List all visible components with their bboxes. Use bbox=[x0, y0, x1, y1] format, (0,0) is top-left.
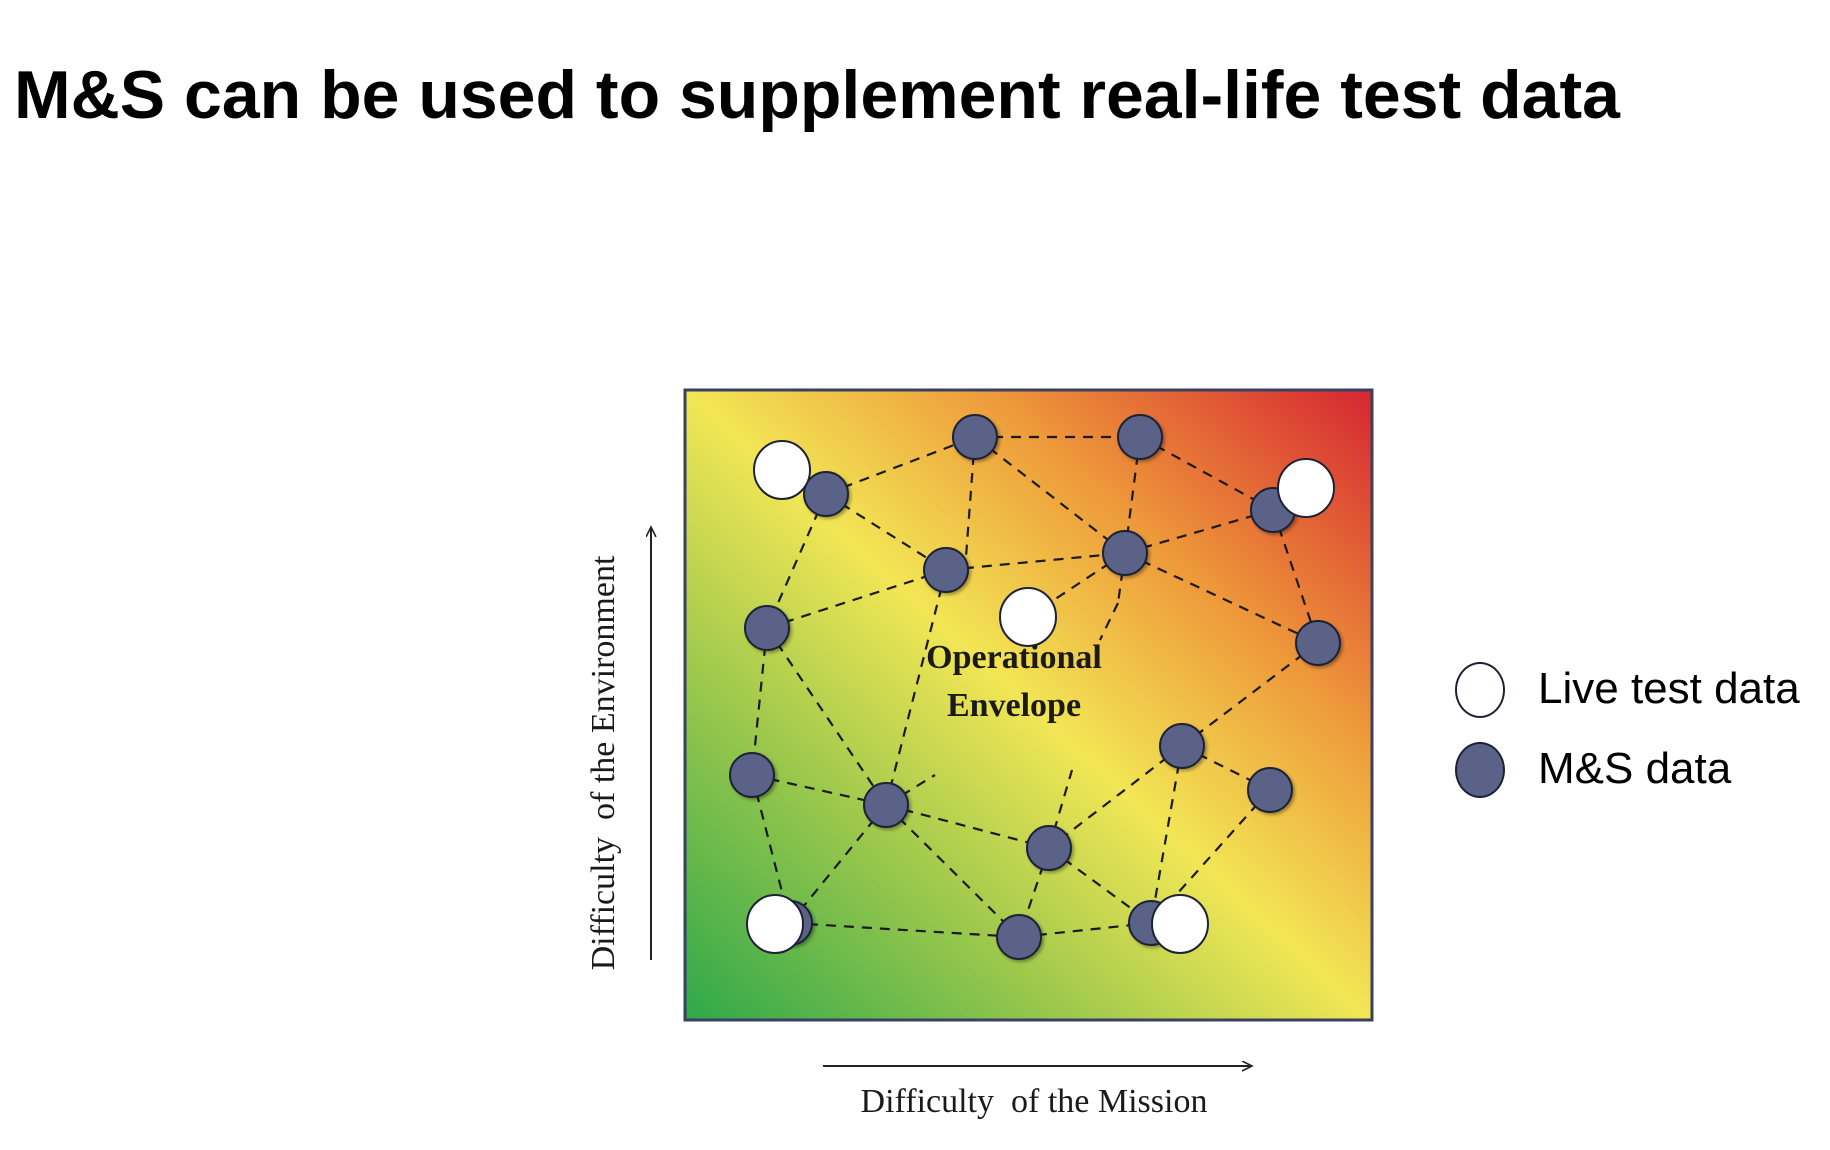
live-test-node bbox=[753, 440, 811, 500]
slide-title: M&S can be used to supplement real-life … bbox=[14, 57, 1620, 133]
ms-data-node bbox=[1102, 530, 1148, 576]
center-label-line1: Operational bbox=[926, 639, 1102, 676]
legend-label-live: Live test data bbox=[1538, 664, 1800, 713]
x-axis-label: Difficulty of the Mission bbox=[861, 1083, 1208, 1120]
ms-data-node bbox=[1295, 620, 1341, 666]
center-label-line2: Envelope bbox=[947, 687, 1081, 724]
ms-data-node bbox=[952, 414, 998, 460]
legend: Live test data M&S data bbox=[1455, 658, 1815, 818]
live-test-node bbox=[746, 894, 804, 954]
ms-data-node bbox=[996, 914, 1042, 960]
ms-data-swatch-icon bbox=[1455, 742, 1505, 798]
live-test-node bbox=[1277, 458, 1335, 518]
legend-item-live: Live test data bbox=[1455, 658, 1815, 718]
live-test-nodes bbox=[746, 440, 1335, 954]
ms-data-nodes bbox=[729, 414, 1341, 960]
live-test-swatch-icon bbox=[1455, 662, 1505, 718]
ms-data-node bbox=[1159, 723, 1205, 769]
y-axis-label: Difficulty of the Environment bbox=[585, 555, 622, 970]
ms-data-node bbox=[923, 547, 969, 593]
legend-item-ms: M&S data bbox=[1455, 738, 1815, 798]
live-test-node bbox=[999, 587, 1057, 647]
live-test-node bbox=[1151, 894, 1209, 954]
ms-data-node bbox=[1247, 767, 1293, 813]
ms-data-node bbox=[729, 752, 775, 798]
ms-data-node bbox=[803, 471, 849, 517]
legend-label-ms: M&S data bbox=[1538, 744, 1732, 793]
ms-data-node bbox=[1117, 414, 1163, 460]
ms-data-node bbox=[1026, 825, 1072, 871]
ms-data-node bbox=[863, 782, 909, 828]
ms-data-node bbox=[744, 605, 790, 651]
